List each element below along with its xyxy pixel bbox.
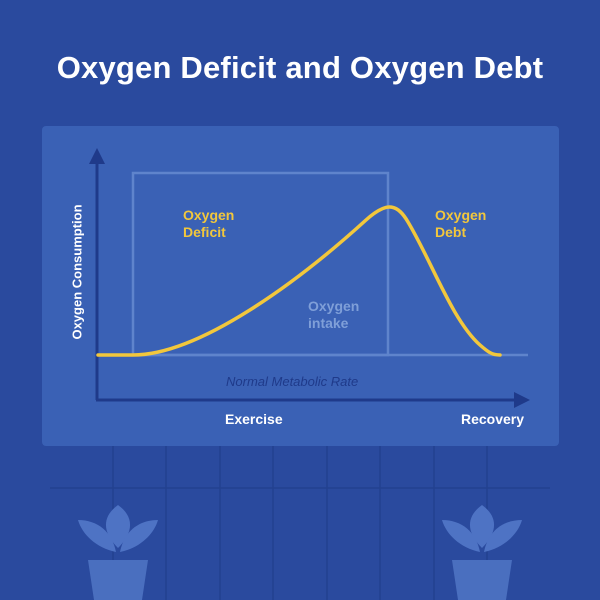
plant-right-icon (442, 505, 522, 600)
oxygen-deficit-label-line2: Deficit (183, 224, 226, 240)
y-axis-arrow-icon (89, 148, 105, 164)
diagram-panel (42, 126, 559, 446)
oxygen-debt-label-line2: Debt (435, 224, 467, 240)
normal-metabolic-rate-label: Normal Metabolic Rate (226, 374, 359, 389)
recovery-label: Recovery (461, 411, 525, 427)
page-title: Oxygen Deficit and Oxygen Debt (56, 50, 544, 85)
exercise-label: Exercise (225, 411, 283, 427)
oxygen-debt-label-line1: Oxygen (435, 207, 487, 223)
oxygen-intake-label-line2: intake (308, 315, 349, 331)
x-axis-arrow-icon (514, 392, 530, 408)
oxygen-intake-label: Oxygen intake (308, 298, 359, 332)
y-axis-label: Oxygen Consumption (69, 204, 85, 340)
oxygen-deficit-label-line1: Oxygen (183, 207, 235, 223)
oxygen-deficit-label: Oxygen Deficit (183, 207, 234, 241)
oxygen-debt-label: Oxygen Debt (435, 207, 486, 241)
oxygen-consumption-curve (96, 205, 502, 357)
oxygen-intake-label-line1: Oxygen (308, 298, 360, 314)
plant-left-icon (78, 505, 158, 600)
